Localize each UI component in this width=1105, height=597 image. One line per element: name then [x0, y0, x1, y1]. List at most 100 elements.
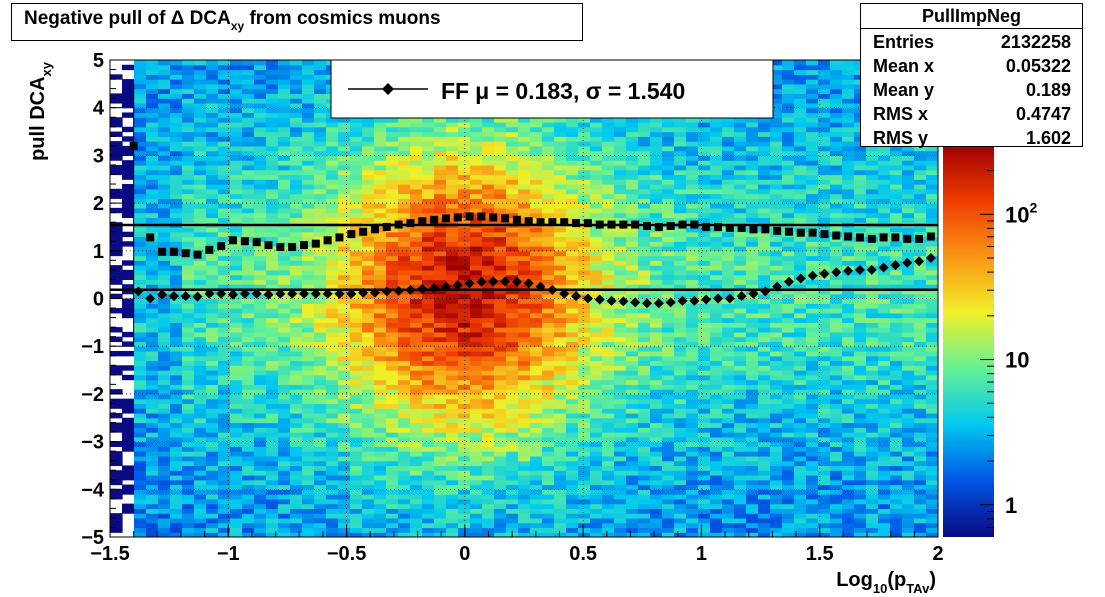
heatmap-cell: [434, 184, 447, 190]
heatmap-cell: [230, 379, 243, 385]
heatmap-cell: [662, 498, 675, 505]
heatmap-cell: [482, 389, 495, 395]
heatmap-cell: [326, 489, 339, 495]
heatmap-cell: [494, 260, 507, 266]
heatmap-cell: [194, 141, 207, 147]
heatmap-cell: [362, 293, 375, 300]
heatmap-cell: [410, 269, 423, 276]
heatmap-cell: [674, 412, 687, 419]
heatmap-cell: [170, 474, 183, 481]
heatmap-cell: [110, 527, 123, 533]
heatmap-cell: [314, 184, 327, 190]
heatmap-cell: [446, 236, 459, 242]
heatmap-cell: [182, 212, 195, 219]
heatmap-cell: [146, 474, 159, 481]
heatmap-cell: [230, 365, 243, 371]
heatmap-cell: [242, 274, 255, 281]
heatmap-cell: [326, 269, 339, 276]
heatmap-cell: [290, 470, 303, 476]
heatmap-cell: [146, 522, 159, 529]
heatmap-cell: [350, 374, 363, 381]
heatmap-cell: [422, 322, 435, 328]
heatmap-cell: [230, 412, 243, 419]
heatmap-cell: [338, 198, 351, 204]
heatmap-cell: [590, 117, 603, 123]
heatmap-cell: [662, 398, 675, 405]
heatmap-cell: [230, 460, 243, 467]
heatmap-cell: [302, 69, 315, 75]
heatmap-cell: [470, 403, 483, 409]
heatmap-cell: [230, 317, 243, 323]
heatmap-cell: [302, 327, 315, 333]
heatmap-cell: [710, 370, 723, 376]
heatmap-cell: [422, 360, 435, 366]
heatmap-cell: [194, 288, 207, 295]
heatmap-cell: [134, 465, 147, 471]
heatmap-cell: [494, 188, 507, 195]
heatmap-cell: [242, 398, 255, 405]
heatmap-cell: [158, 317, 171, 323]
heatmap-cell: [662, 164, 675, 171]
heatmap-cell: [170, 455, 183, 462]
heatmap-cell: [206, 188, 219, 195]
heatmap-cell: [518, 346, 531, 352]
heatmap-cell: [290, 255, 303, 261]
heatmap-cell: [218, 298, 231, 304]
heatmap-cell: [338, 508, 351, 514]
heatmap-cell: [326, 203, 339, 209]
heatmap-cell: [530, 203, 543, 209]
heatmap-cell: [194, 384, 207, 390]
heatmap-cell: [578, 417, 591, 424]
heatmap-cell: [626, 236, 639, 242]
heatmap-cell: [182, 184, 195, 190]
heatmap-cell: [518, 198, 531, 204]
heatmap-cell: [674, 355, 687, 362]
heatmap-cell: [542, 260, 555, 266]
heatmap-cell: [290, 527, 303, 533]
heatmap-cell: [386, 317, 399, 323]
heatmap-cell: [470, 308, 483, 314]
heatmap-cell: [374, 417, 387, 424]
heatmap-cell: [590, 260, 603, 266]
heatmap-cell: [530, 517, 543, 524]
heatmap-cell: [506, 212, 519, 219]
heatmap-cell: [578, 474, 591, 481]
heatmap-cell: [290, 126, 303, 133]
heatmap-cell: [218, 327, 231, 333]
heatmap-cell: [314, 303, 327, 309]
heatmap-cell: [458, 145, 471, 152]
heatmap-cell: [182, 494, 195, 500]
heatmap-cell: [386, 513, 399, 519]
heatmap-cell: [518, 370, 531, 376]
heatmap-cell: [338, 522, 351, 529]
heatmap-cell: [638, 379, 651, 385]
heatmap-cell: [374, 527, 387, 533]
heatmap-cell: [242, 393, 255, 400]
heatmap-cell: [290, 474, 303, 481]
heatmap-cell: [314, 350, 327, 357]
heatmap-cell: [494, 288, 507, 295]
heatmap-cell: [134, 88, 147, 94]
heatmap-cell: [338, 217, 351, 223]
heatmap-cell: [494, 150, 507, 156]
heatmap-cell: [518, 331, 531, 338]
heatmap-cell: [458, 384, 471, 390]
heatmap-cell: [362, 465, 375, 471]
heatmap-cell: [146, 64, 159, 71]
heatmap-cell: [422, 198, 435, 204]
heatmap-cell: [326, 188, 339, 195]
heatmap-cell: [230, 327, 243, 333]
heatmap-cell: [434, 188, 447, 195]
heatmap-cell: [650, 317, 663, 323]
heatmap-cell: [314, 174, 327, 180]
heatmap-cell: [554, 465, 567, 471]
heatmap-cell: [122, 308, 135, 314]
heatmap-cell: [230, 122, 243, 128]
heatmap-cell: [242, 160, 255, 166]
heatmap-cell: [470, 136, 483, 142]
heatmap-cell: [290, 212, 303, 219]
heatmap-cell: [530, 184, 543, 190]
heatmap-cell: [386, 136, 399, 142]
heatmap-cell: [470, 274, 483, 281]
heatmap-cell: [650, 160, 663, 166]
